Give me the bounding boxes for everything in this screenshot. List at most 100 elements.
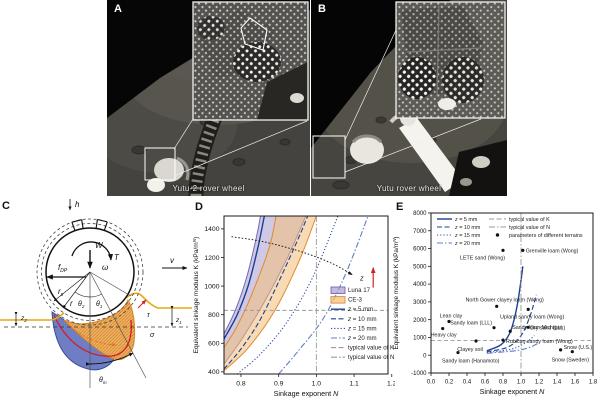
y-tick-label: 4000 — [413, 282, 427, 288]
x-tick-label: 1.0 — [517, 380, 526, 386]
label-theta-m: θm — [99, 377, 107, 385]
point-label-snow-sweden: Snow (Sweden) — [552, 358, 590, 364]
scatter-point-lete-sand-wong — [501, 248, 505, 252]
legend-label-z-5-mm: z = 5 mm — [347, 306, 373, 313]
z-direction-arc — [231, 236, 353, 276]
legend-label-z-15-mm: z = 15 mm — [347, 325, 377, 332]
x-tick-label: 0.6 — [481, 380, 490, 386]
x-tick-label: 1.4 — [553, 380, 562, 386]
y-tick-label: 1400 — [204, 226, 219, 233]
legend-label-typical-value-of-k: typical value of K — [509, 217, 550, 223]
x-tick-label: 0.2 — [445, 380, 454, 386]
legend-label-typical-value-of-n: typical value of N — [348, 354, 394, 361]
point-label-north-gower-clayey-loam-wong: North Gower clayey loam (Wong) — [466, 297, 544, 303]
series-line-z-20-mm — [486, 342, 540, 354]
x-tick-label: 0.4 — [463, 380, 472, 386]
label-z2: z2 — [20, 315, 27, 323]
exit-radius-line — [89, 271, 147, 379]
label-rs: rs — [58, 287, 64, 298]
axes-frame — [430, 212, 594, 374]
legend-swatch-luna-17 — [330, 286, 346, 294]
scatter-point-snow-u-s — [559, 348, 563, 352]
panel-d-letter: D — [195, 201, 203, 213]
label-t: T — [114, 253, 120, 262]
label-omega: ω — [102, 263, 108, 272]
series-line-z-10-mm — [486, 294, 537, 353]
y-tick-label: 800 — [208, 312, 220, 319]
lug-sketch — [71, 218, 108, 231]
y-tick-label: 600 — [208, 341, 220, 348]
band-edge-ce-3 — [224, 216, 277, 348]
chart-d-canvas: z 0.8 0.9 1.0 1.1 1.2 400 600 800 1000 1200 1400 Sin… — [192, 215, 395, 398]
x-tick-label: 1.2 — [387, 380, 395, 387]
series-line-z-15-mm — [236, 216, 339, 374]
panel-e-letter: E — [396, 201, 404, 213]
foreground-rocks — [449, 140, 507, 196]
legend-label-parameters-of-different-terrains: parameters of different terrains — [509, 233, 583, 239]
y-tick-label: 6000 — [413, 247, 427, 253]
radius-r-arrow — [62, 271, 91, 309]
legend: Luna 17 CE-3 z = 5 mm z = 10 mm z = 15 mm z =… — [330, 286, 394, 361]
scatter-point-clayey-soil — [474, 339, 478, 343]
x-tick-label: 1.8 — [589, 380, 598, 386]
wheel-mesh-inset — [395, 1, 506, 119]
point-label-lete-sand-wong: LETE sand (Wong) — [460, 255, 505, 261]
axes-frame — [223, 215, 389, 375]
theta1-arc — [89, 293, 102, 298]
x-tick-label: 0.8 — [236, 380, 246, 387]
legend-label-z-15-mm: z = 15 mm — [454, 233, 481, 239]
label-theta2: θ2 — [78, 301, 85, 309]
zoom-connector-line — [344, 29, 397, 141]
y-tick-label: 1000 — [204, 283, 219, 290]
zoom-connector-line — [173, 118, 194, 150]
zoom-source-box — [144, 147, 176, 181]
point-label-clayey-soil: Clayey soil — [457, 347, 483, 353]
point-label-lean-clay: Lean clay — [440, 313, 463, 319]
point-label-upland-sandy-loam-wong: Upland sandy loam (Wong) — [500, 314, 564, 320]
band-edge-luna-17 — [224, 216, 262, 335]
point-label-dry-sand-lll: Dry sand (LLL) — [530, 325, 565, 331]
zoom-connector-line — [344, 118, 482, 173]
flow-direction-arrow — [67, 324, 117, 347]
label-sigma: σ — [150, 332, 155, 339]
point-label-sandy-loam-michigan: Sandy loam Michigan — [512, 325, 563, 331]
normal-stress-hatch — [64, 300, 135, 360]
theta-m-arc — [85, 352, 134, 366]
point-label-rubicon-sandy-loam-wong: Rubicon sandy loam (Wong) — [506, 339, 573, 345]
x-tick-label: 0.8 — [499, 380, 508, 386]
legend-label-ce-3: CE-3 — [348, 297, 362, 304]
series-line-z-20-mm — [278, 216, 369, 374]
rover-wheel-glimpse — [147, 156, 190, 192]
scatter-point-sandy-loam-hanamoto — [456, 350, 460, 355]
torque-arrow — [71, 241, 114, 261]
label-fdp: fDP — [58, 263, 68, 274]
band-edge-ce-3 — [224, 216, 317, 372]
legend-label-z-10-mm: z = 10 mm — [454, 225, 481, 231]
x-tick-label: 0.0 — [427, 380, 436, 386]
legend-label-typical-value-of-n: typical value of N — [509, 225, 550, 231]
scatter-point-heavy-clay — [441, 326, 445, 331]
y-tick-label: 1000 — [413, 336, 427, 342]
photo-b-art — [311, 0, 507, 196]
lunar-sky — [107, 0, 310, 118]
tau-arrow — [137, 299, 147, 309]
label-h: h — [75, 200, 80, 209]
y-tick-label: 0 — [423, 353, 427, 359]
y-axis-label: Equivalent sinkage modulus K (kPa/mN) — [192, 237, 200, 354]
label-z1: z1 — [175, 317, 182, 325]
photo-panel-b: B Yutu rover wheel — [311, 0, 507, 196]
y-tick-label: 5000 — [413, 264, 427, 270]
y-tick-label: 7000 — [413, 229, 427, 235]
scatter-point-rubicon-sandy-loam-wong — [501, 338, 505, 342]
scatter-point-grenville-loam-wong — [521, 248, 525, 252]
legend-label-luna-17: Luna 17 — [348, 287, 371, 294]
y-tick-label: 400 — [208, 369, 220, 376]
photo-a-caption: Yutu-2 rover wheel — [172, 184, 245, 193]
soil-surface-left — [0, 312, 65, 321]
legend-label-z-20-mm: z = 20 mm — [347, 335, 377, 342]
lug-highlight-outline — [240, 17, 268, 51]
legend-label-z-20-mm: z = 20 mm — [454, 241, 481, 247]
label-theta1: θ1 — [96, 301, 103, 309]
legend-swatch-ce-3 — [330, 296, 346, 304]
